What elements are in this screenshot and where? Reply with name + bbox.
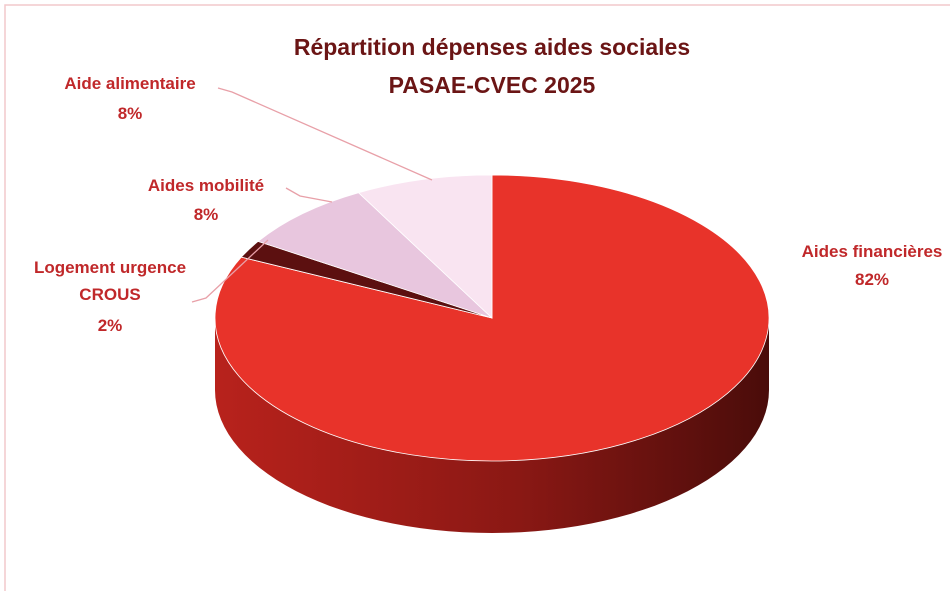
slice-label: Aide alimentaire xyxy=(64,74,196,93)
slice-label: Aides mobilité xyxy=(147,176,265,195)
slice-side xyxy=(215,318,769,533)
slice-label: Aides financières xyxy=(801,242,943,261)
chart-title: PASAE-CVEC 2025 xyxy=(388,72,596,98)
slice-value-label: 82% xyxy=(854,270,890,289)
pie xyxy=(214,174,770,533)
leader-line xyxy=(191,239,269,303)
slice-value-label: 2% xyxy=(97,316,123,335)
slice-label: Logement urgence CROUS xyxy=(33,258,187,304)
slice-value-label: 8% xyxy=(117,104,143,123)
slice xyxy=(257,192,493,319)
slice-value-label: 8% xyxy=(193,205,219,224)
chart-border xyxy=(4,4,950,591)
leader-line xyxy=(217,87,433,181)
leader-line xyxy=(285,187,333,203)
slice xyxy=(357,174,493,319)
chart-title: Répartition dépenses aides sociales xyxy=(293,34,691,60)
leader-lines xyxy=(191,87,433,303)
